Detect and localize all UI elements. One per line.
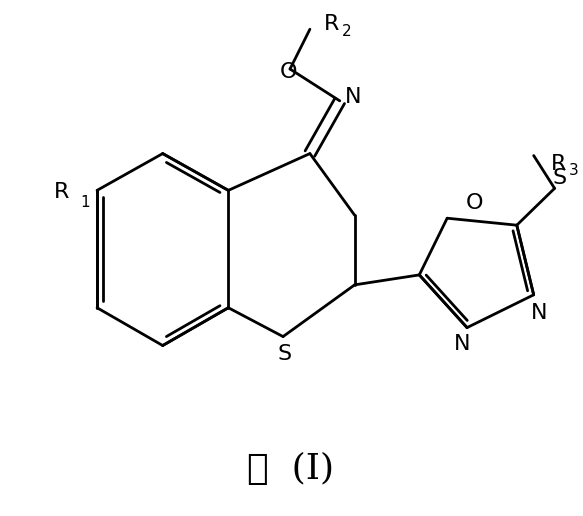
Text: S: S [553,168,567,188]
Text: N: N [345,87,361,107]
Text: S: S [278,345,292,364]
Text: R: R [324,14,339,34]
Text: 2: 2 [342,24,352,39]
Text: R: R [551,154,566,173]
Text: R: R [54,182,69,202]
Text: N: N [454,333,470,353]
Text: 式  (I): 式 (I) [247,452,335,486]
Text: 3: 3 [568,163,578,178]
Text: O: O [466,194,483,213]
Text: 1: 1 [80,195,90,210]
Text: O: O [279,62,297,82]
Text: N: N [531,303,547,322]
